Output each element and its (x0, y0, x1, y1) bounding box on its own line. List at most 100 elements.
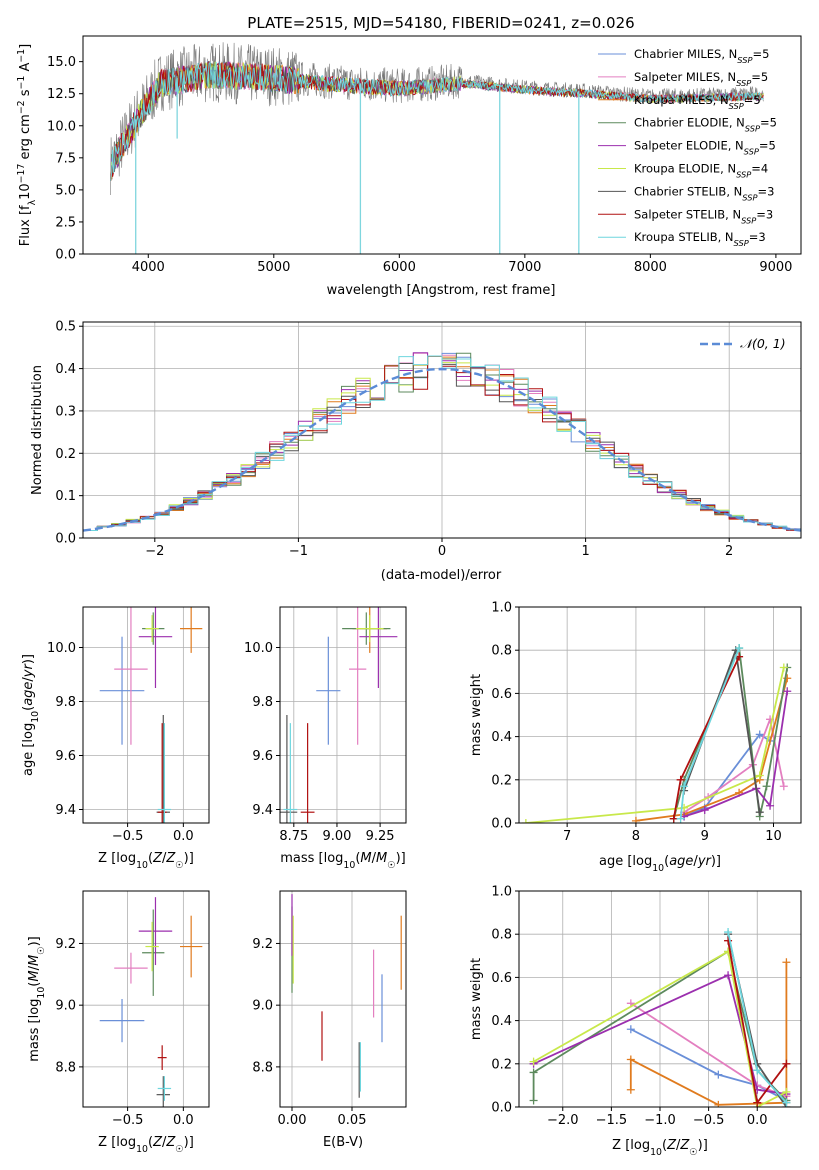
weight-series (521, 663, 788, 823)
data-point (114, 607, 148, 745)
y-tick-label: 9.0 (55, 999, 76, 1014)
weight-marker (753, 1066, 762, 1075)
y-tick-label: 5.0 (55, 183, 76, 198)
weight-marker (779, 663, 788, 672)
legend-label: Salpeter ELODIE, NSSP=5 (634, 139, 776, 157)
axes-frame (279, 890, 407, 1108)
figure-title: PLATE=2515, MJD=54180, FIBERID=0241, z=0… (247, 14, 634, 32)
axes-weight_vs_Z: −2.0 −1.5 −1.0 −0.5 0.0 0.0 0.2 0.4 0.6 0.8 1.0 Z [… (469, 885, 802, 1158)
weight-marker (626, 1025, 635, 1034)
y-tick-label: 0.4 (491, 1014, 512, 1029)
legend-label: Chabrier MILES, NSSP=5 (634, 47, 769, 65)
x-tick-label: 8000 (634, 260, 667, 275)
legend-label: 𝒩(0, 1) (740, 336, 786, 351)
weight-marker (631, 816, 640, 823)
axes-residuals: −2 −1 0 1 2 0.0 0.1 0.2 0.3 0.4 0.5 𝒩(0, 1) (data-mo… (30, 320, 802, 583)
weight-marker (735, 644, 744, 653)
y-tick-label: 9.2 (55, 937, 76, 952)
weight-marker (669, 814, 678, 823)
y-axis-label: Flux [fλ10−17 erg cm−2 s−1 A−1] (16, 44, 38, 246)
y-tick-label: 8.8 (55, 1060, 76, 1075)
y-tick-label: 0.4 (55, 362, 76, 377)
y-tick-label: 9.0 (252, 999, 273, 1014)
x-tick-label: 0 (438, 544, 446, 559)
legend-label: Salpeter MILES, NSSP=5 (634, 70, 768, 88)
weight-line (533, 950, 787, 1107)
weight-marker (755, 771, 764, 780)
x-tick-label: −0.5 (693, 1113, 725, 1128)
data-point (355, 615, 384, 643)
x-tick-label: 9000 (759, 260, 792, 275)
x-tick-label: 0.00 (278, 1113, 307, 1128)
x-tick-label: −1 (289, 544, 308, 559)
normal-reference-curve (83, 367, 801, 532)
plot-area-mass_vs_EBV (291, 894, 402, 1098)
data-point (156, 1076, 170, 1107)
y-tick-label: 9.8 (55, 695, 76, 710)
y-tick-label: 0.0 (491, 1101, 512, 1116)
weight-marker (779, 782, 788, 791)
y-tick-label: 0.2 (491, 773, 512, 788)
x-tick-label: 2 (725, 544, 733, 559)
weight-marker (521, 819, 530, 823)
y-axis-label: mass [log10(M/M☉)] (27, 936, 47, 1062)
data-point (349, 607, 367, 745)
weight-line (683, 733, 771, 818)
weight-marker (782, 1059, 791, 1068)
weight-marker (782, 1087, 791, 1096)
x-tick-label: 7000 (508, 260, 541, 275)
y-tick-label: 0.8 (491, 928, 512, 943)
x-tick-label: 10 (765, 829, 782, 844)
weight-line (525, 667, 785, 823)
x-axis-label: mass [log10(M/M☉)] (280, 851, 406, 871)
x-axis-label: Z [log10(Z/Z☉)] (612, 1138, 708, 1158)
axes-frame (279, 606, 407, 824)
weight-marker (676, 775, 685, 784)
y-tick-label: 0.2 (491, 1057, 512, 1072)
data-point (157, 723, 167, 823)
plot-area-residuals (83, 352, 801, 532)
x-tick-label: 9 (701, 829, 709, 844)
y-tick-label: 9.4 (55, 803, 76, 818)
legend-label: Kroupa MILES, NSSP=5 (634, 93, 761, 111)
plot-area-age_vs_Z (99, 607, 203, 823)
x-tick-label: 5000 (257, 260, 290, 275)
data-point (157, 723, 172, 823)
data-point (145, 921, 159, 972)
x-axis-label: Z [log10(Z/Z☉)] (98, 851, 194, 871)
x-axis-label: wavelength [Angstrom, rest frame] (327, 283, 556, 298)
data-point (145, 615, 159, 643)
legend-label: Kroupa ELODIE, NSSP=4 (634, 162, 768, 180)
y-axis-label: mass weight (469, 674, 484, 756)
x-tick-label: −0.5 (112, 1113, 144, 1128)
legend-label: Chabrier STELIB, NSSP=3 (634, 184, 774, 202)
axes-frame (82, 606, 210, 824)
weight-marker (680, 782, 689, 791)
weight-marker (700, 806, 709, 815)
data-point (359, 607, 398, 688)
data-point (138, 607, 173, 688)
chart-layer: 4000 5000 6000 7000 8000 90000.02.55.07.510.0… (16, 35, 802, 1158)
y-tick-label: 9.8 (252, 695, 273, 710)
x-tick-label: −1.0 (644, 1113, 676, 1128)
data-point (157, 1045, 167, 1070)
axes-weight_vs_age: 7 8 9 10 0.0 0.2 0.4 0.6 0.8 1.0 age [log10(age/yr… (469, 601, 802, 874)
weight-marker (755, 730, 764, 739)
plot-area-weight_vs_age (521, 644, 792, 823)
data-point (99, 636, 145, 745)
weight-marker (753, 1098, 762, 1107)
y-tick-label: 9.2 (252, 937, 273, 952)
axes-mass_vs_Z: −0.5 0.0 8.8 9.0 9.2 Z [log10(Z/Z☉)] mass [log… (27, 890, 210, 1155)
x-tick-label: 9.00 (322, 829, 351, 844)
x-tick-label: 0.0 (747, 1113, 768, 1128)
weight-marker (676, 814, 685, 823)
data-point (180, 915, 203, 978)
y-tick-label: 2.5 (55, 215, 76, 230)
data-point (138, 897, 173, 966)
axes-age_vs_Z: −0.5 0.0 9.4 9.6 9.8 10.0 Z [log10(Z/Z☉)] age [… (21, 606, 210, 871)
weight-marker (529, 1068, 538, 1077)
weight-marker (626, 1085, 635, 1094)
weight-marker (724, 928, 733, 937)
model-spectrum-line (110, 62, 764, 181)
x-tick-label: 0.0 (173, 829, 194, 844)
